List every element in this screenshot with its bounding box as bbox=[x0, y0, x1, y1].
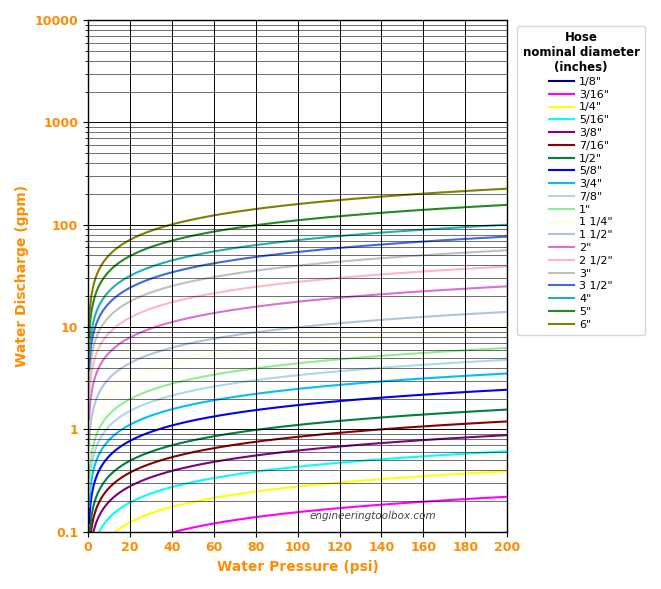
Legend: 1/8", 3/16", 1/4", 5/16", 3/8", 7/16", 1/2", 5/8", 3/4", 7/8", 1", 1 1/4", 1 1/2: 1/8", 3/16", 1/4", 5/16", 3/8", 7/16", 1… bbox=[517, 25, 645, 335]
Text: engineeringtoolbox.com: engineeringtoolbox.com bbox=[310, 511, 436, 521]
X-axis label: Water Pressure (psi): Water Pressure (psi) bbox=[217, 560, 379, 574]
Y-axis label: Water Discharge (gpm): Water Discharge (gpm) bbox=[15, 185, 29, 367]
